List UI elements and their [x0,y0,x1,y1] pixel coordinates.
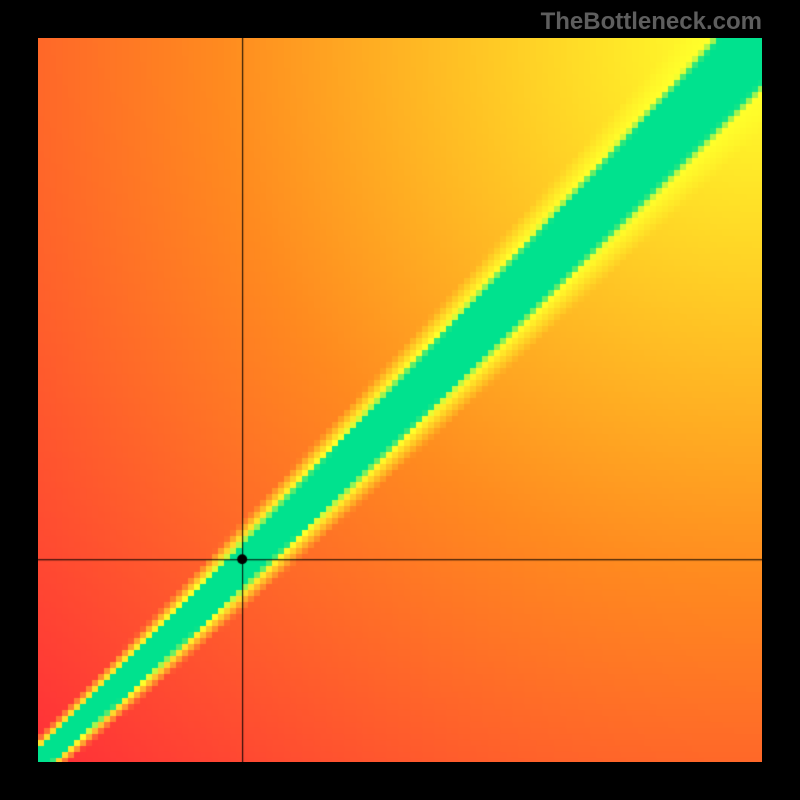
chart-container: TheBottleneck.com [0,0,800,800]
watermark-text: TheBottleneck.com [541,8,762,36]
bottleneck-heatmap [38,38,762,762]
